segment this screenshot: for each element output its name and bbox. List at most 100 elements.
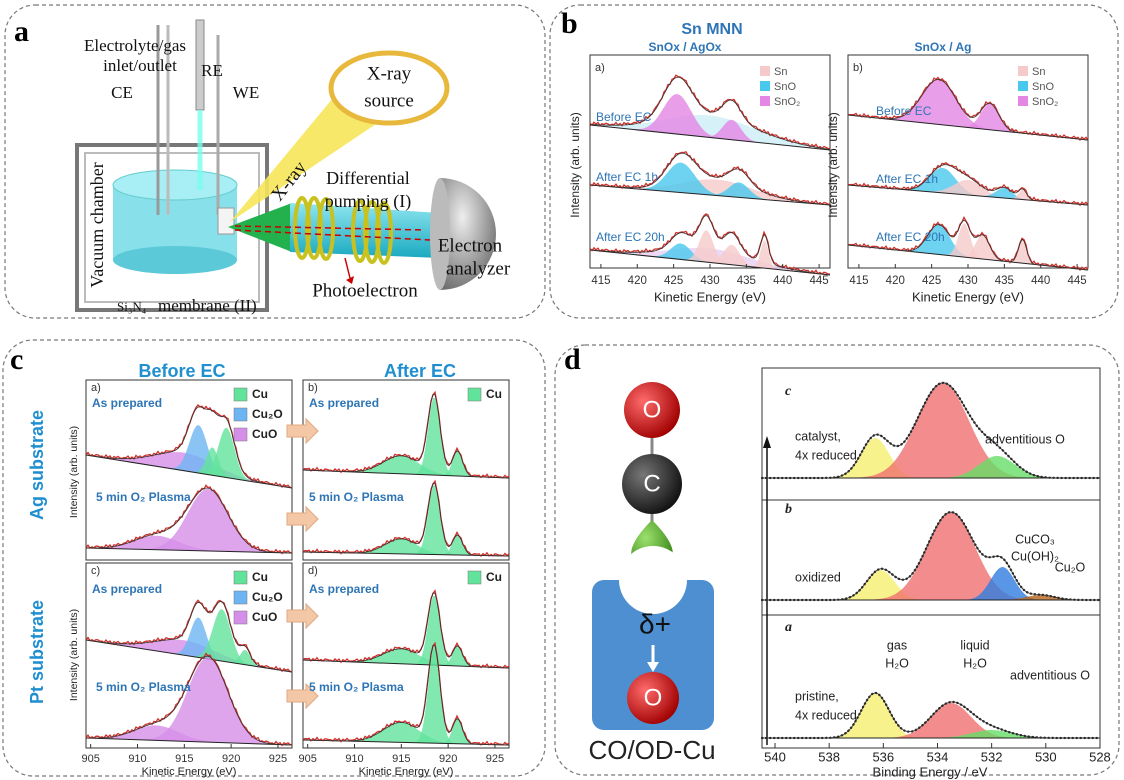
trace-label: Before EC [876,104,932,118]
trace-label: After EC 1h [596,170,658,184]
trace-label: As prepared [92,396,162,410]
axis-label: Kinetic Energy (eV) [912,289,1024,304]
setup-diagram-part [113,246,237,274]
x-tick-label: 915 [175,753,193,765]
x-tick-label: 420 [628,275,647,287]
x-tick-label: 440 [773,275,792,287]
plot-title: SnOx / AgOx [649,40,722,54]
legend-label: Cu [252,570,268,584]
label: Vacuum chamber [87,162,107,287]
legend-label: Cu [486,570,502,584]
plot-tag: a) [595,62,605,74]
trace-label: 5 min O₂ Plasma [309,680,404,694]
legend-swatch [760,96,770,106]
axis-label: Kinetic Energy (eV) [359,766,454,778]
trace-label: As prepared [309,582,379,596]
spectrum-tag: a [785,620,792,635]
annotation: adventitious O [1010,668,1090,682]
x-tick-label: 425 [922,275,941,287]
plot-tag: b) [853,62,863,74]
legend-label: Cu [252,387,268,401]
axis-label: Binding Energy / eV [873,764,988,779]
figure: a Electrolyte/gas inlet/outlet CE RE WE … [0,0,1124,780]
annotation: 4x reduced [795,448,857,462]
x-tick-label: 910 [128,753,146,765]
legend-label: SnO₂ [774,96,800,108]
annotation: pristine, [795,689,839,703]
panel-letter: c [10,343,23,376]
legend-label: SnO₂ [1032,96,1058,108]
legend-swatch [1018,81,1028,91]
legend-swatch [234,428,247,441]
column-title: Before EC [138,361,225,381]
atom-label: O [643,396,662,423]
trace-label: After EC 20h [876,230,945,244]
atom-label: C [643,470,660,497]
x-tick-label: 528 [1089,749,1111,764]
panel-letter: a [14,15,29,48]
annotation: 4x reduced [795,708,857,722]
legend-swatch [234,571,247,584]
x-tick-label: 920 [222,753,240,765]
label: X-ray [367,63,412,84]
x-tick-label: 925 [486,753,504,765]
panel-title: Sn MNN [681,21,742,38]
legend-swatch [234,388,247,401]
spectrum-tag: b [785,502,792,517]
component-peak [303,722,509,745]
x-tick-label: 905 [82,753,100,765]
legend-swatch [468,388,481,401]
component-peak [86,657,292,745]
annotation: H₂O [885,656,909,670]
setup-diagram-part [218,208,234,234]
legend-label: SnO [1032,81,1054,93]
annotation: CuCO₃ [1015,532,1055,546]
label: Electrolyte/gas [84,36,186,55]
sn-mnn-panel: b Sn MNN [561,7,1088,268]
trace-label: 5 min O₂ Plasma [96,680,191,694]
legend-label: SnO [774,81,796,93]
x-tick-label: 435 [737,275,756,287]
label: RE [201,61,223,80]
axis-label: Intensity (arb. units) [826,112,840,217]
atom-label: O [644,684,663,711]
trace-label: As prepared [309,396,379,410]
annotation: gas [887,638,907,652]
x-tick-label: 905 [299,753,317,765]
annotation: H₂O [963,656,987,670]
annotation: oxidized [795,570,841,584]
x-tick-label: 920 [439,753,457,765]
trace-label: After EC 1h [876,172,938,186]
x-tick-label: 532 [981,749,1003,764]
label: source [364,90,414,111]
row-title: Pt substrate [27,600,47,704]
x-tick-label: 540 [764,749,786,764]
plot-tag: c) [91,565,100,577]
legend-label: Cu₂O [252,407,283,421]
legend-label: Cu₂O [252,590,283,604]
legend-swatch [468,571,481,584]
trace-label: 5 min O₂ Plasma [309,490,404,504]
atom-label: e⁻ [641,541,663,563]
x-tick-label: 445 [809,275,828,287]
annotation: Cu₂O [1055,560,1086,574]
x-tick-label: 415 [591,275,610,287]
trace-label: After EC 20h [596,230,665,244]
axis-label: Intensity (arb. units) [568,112,582,217]
x-tick-label: 440 [1031,275,1050,287]
axis-label: Kinetic Energy (eV) [142,766,237,778]
column-title: After EC [384,361,456,381]
legend-swatch [760,81,770,91]
plot-title: SnOx / Ag [915,40,972,54]
setup-diagram-part [345,258,350,278]
axis-label: Kinetic Energy (eV) [654,289,766,304]
legend-swatch [234,591,247,604]
label: membrane (II) [158,296,257,315]
spectrum-tag: c [785,384,792,399]
x-tick-label: 534 [927,749,949,764]
caption: CO/OD-Cu [588,735,715,765]
charge-label: δ+ [639,608,671,639]
label: Differential [326,168,410,188]
panel-letter: b [561,7,578,40]
legend-label: CuO [252,427,277,441]
